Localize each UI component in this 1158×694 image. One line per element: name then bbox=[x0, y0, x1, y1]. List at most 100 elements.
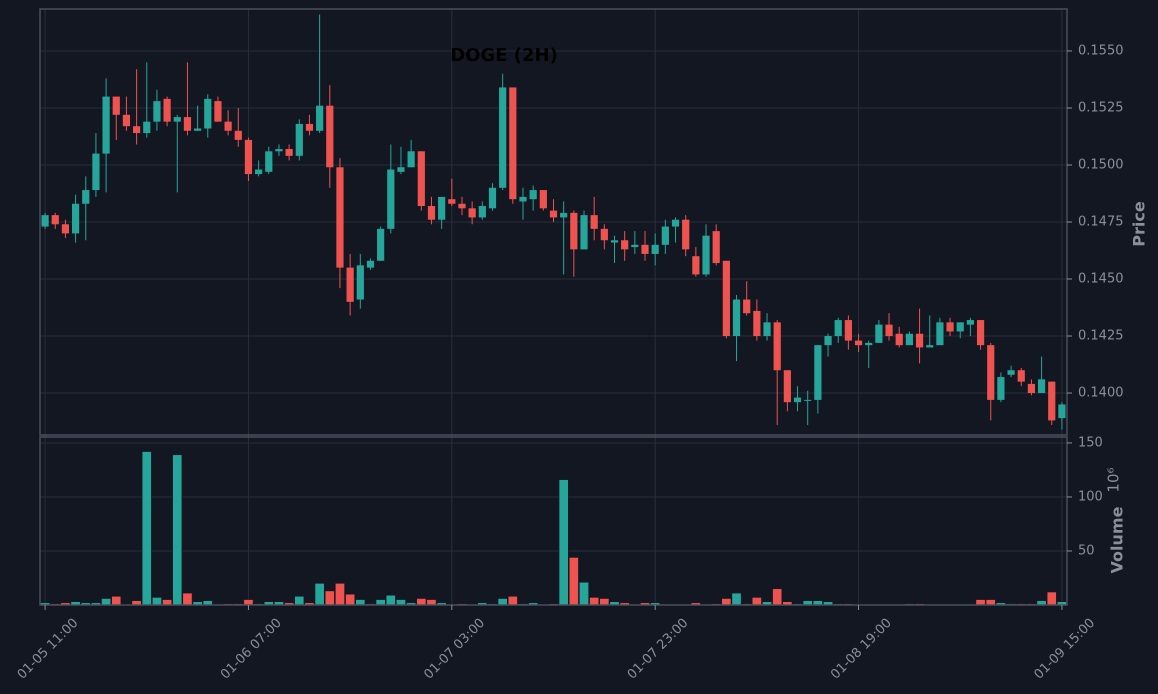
candle-body bbox=[285, 149, 293, 156]
candle-body bbox=[194, 128, 202, 131]
candle-body bbox=[753, 310, 761, 337]
volume-bar bbox=[385, 595, 396, 606]
candle-body bbox=[1017, 370, 1025, 382]
volume-bar bbox=[324, 590, 335, 606]
candle-body bbox=[631, 244, 639, 248]
candle-body bbox=[865, 342, 873, 346]
candle-body bbox=[499, 87, 507, 188]
y-tick-label: 0.1475 bbox=[1078, 215, 1124, 230]
volume-bar bbox=[772, 588, 783, 606]
candle-body bbox=[732, 299, 741, 337]
grid bbox=[40, 9, 1067, 605]
candle-body bbox=[356, 265, 364, 300]
candle-body bbox=[427, 206, 436, 220]
volume-frame bbox=[39, 436, 1068, 606]
candle-body bbox=[468, 208, 476, 218]
candle-body bbox=[1048, 381, 1056, 421]
volume-bar bbox=[416, 598, 427, 606]
y-tick-label: 0.1400 bbox=[1078, 386, 1124, 401]
candle-body bbox=[377, 228, 385, 261]
candle-body bbox=[204, 98, 212, 129]
volume-bar bbox=[152, 597, 162, 606]
candle-body bbox=[478, 206, 486, 218]
candle-body bbox=[397, 167, 405, 172]
candle-body bbox=[234, 130, 242, 140]
candle-body bbox=[407, 151, 415, 168]
y-tick-label: 100 bbox=[1078, 489, 1103, 504]
candle-body bbox=[122, 114, 131, 127]
candle-body bbox=[692, 256, 700, 275]
y-tick-label: 0.1550 bbox=[1078, 43, 1124, 58]
candle-body bbox=[1058, 404, 1066, 419]
candle-body bbox=[387, 169, 395, 229]
candle-body bbox=[702, 235, 710, 275]
candle-body bbox=[143, 121, 151, 134]
volume-bar bbox=[568, 557, 579, 606]
candle-body bbox=[305, 123, 314, 131]
volume-bar bbox=[752, 597, 762, 606]
candle-body bbox=[783, 370, 791, 403]
candle-body bbox=[610, 240, 619, 243]
candle-body bbox=[793, 397, 802, 403]
candle-body bbox=[722, 260, 730, 337]
volume-bar bbox=[396, 599, 406, 606]
candle-body bbox=[834, 320, 842, 337]
candle-body bbox=[824, 336, 832, 346]
candle-body bbox=[814, 345, 822, 400]
candle-body bbox=[92, 153, 100, 191]
candle-body bbox=[51, 215, 59, 225]
candle-body bbox=[1007, 370, 1015, 375]
candle-body bbox=[915, 333, 924, 348]
volume-bar bbox=[111, 596, 122, 606]
volume-bar bbox=[426, 599, 437, 606]
volume-bar bbox=[243, 599, 254, 606]
candle-body bbox=[621, 240, 629, 250]
candle-body bbox=[41, 215, 49, 227]
candle-body bbox=[946, 322, 954, 332]
volume-axis-label: Volume bbox=[1108, 506, 1127, 573]
volume-bar bbox=[721, 598, 732, 606]
candle-body bbox=[590, 215, 598, 229]
candle-body bbox=[265, 151, 273, 172]
candle-body bbox=[458, 203, 466, 209]
candle-body bbox=[1027, 383, 1036, 394]
y-tick-label: 0.1450 bbox=[1078, 272, 1124, 287]
candle-body bbox=[844, 320, 852, 341]
candle-body bbox=[580, 215, 588, 250]
candle-body bbox=[804, 399, 812, 401]
candle-body bbox=[275, 149, 283, 152]
volume-bar bbox=[558, 479, 569, 606]
candle-body bbox=[976, 320, 985, 346]
candle-body bbox=[448, 199, 456, 204]
volume-bar bbox=[731, 592, 742, 606]
volume-bar bbox=[335, 583, 345, 606]
volume-bar bbox=[1046, 591, 1057, 606]
volume-bar bbox=[345, 593, 355, 606]
candle-body bbox=[539, 190, 547, 209]
candle-body bbox=[346, 267, 354, 302]
candle-body bbox=[132, 126, 141, 134]
candle-body bbox=[529, 190, 537, 200]
candle-body bbox=[712, 231, 720, 264]
candle-body bbox=[82, 190, 90, 204]
volume-bar bbox=[975, 599, 986, 606]
candle-body bbox=[885, 324, 893, 337]
volume-bar bbox=[172, 454, 183, 606]
candle-body bbox=[488, 187, 497, 209]
candle-body bbox=[255, 169, 263, 175]
y-tick-label: 150 bbox=[1078, 435, 1103, 450]
volume-bar bbox=[355, 599, 366, 606]
volume-bar bbox=[579, 582, 589, 606]
candle-body bbox=[926, 345, 934, 348]
candle-body bbox=[682, 219, 690, 250]
candle-body bbox=[509, 87, 517, 200]
candle-body bbox=[743, 299, 751, 314]
candle-body bbox=[61, 224, 70, 234]
candle-body bbox=[875, 324, 883, 343]
y-tick-label: 0.1525 bbox=[1078, 100, 1124, 115]
volume-bar bbox=[101, 598, 111, 606]
candle-body bbox=[224, 121, 232, 131]
volume-bar bbox=[162, 599, 172, 606]
